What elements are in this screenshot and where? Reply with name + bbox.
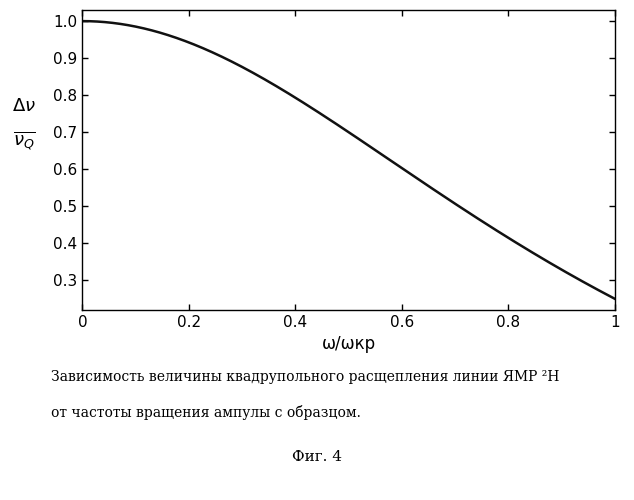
Text: от частоты вращения ампулы с образцом.: от частоты вращения ампулы с образцом. bbox=[51, 405, 361, 420]
X-axis label: ω/ωкр: ω/ωкр bbox=[321, 336, 376, 353]
Text: Фиг. 4: Фиг. 4 bbox=[292, 450, 342, 464]
Text: $\Delta\nu$: $\Delta\nu$ bbox=[12, 97, 36, 115]
Text: Зависимость величины квадрупольного расщепления линии ЯМР ²H: Зависимость величины квадрупольного расщ… bbox=[51, 370, 559, 384]
Text: $\overline{\nu_Q}$: $\overline{\nu_Q}$ bbox=[13, 130, 35, 152]
